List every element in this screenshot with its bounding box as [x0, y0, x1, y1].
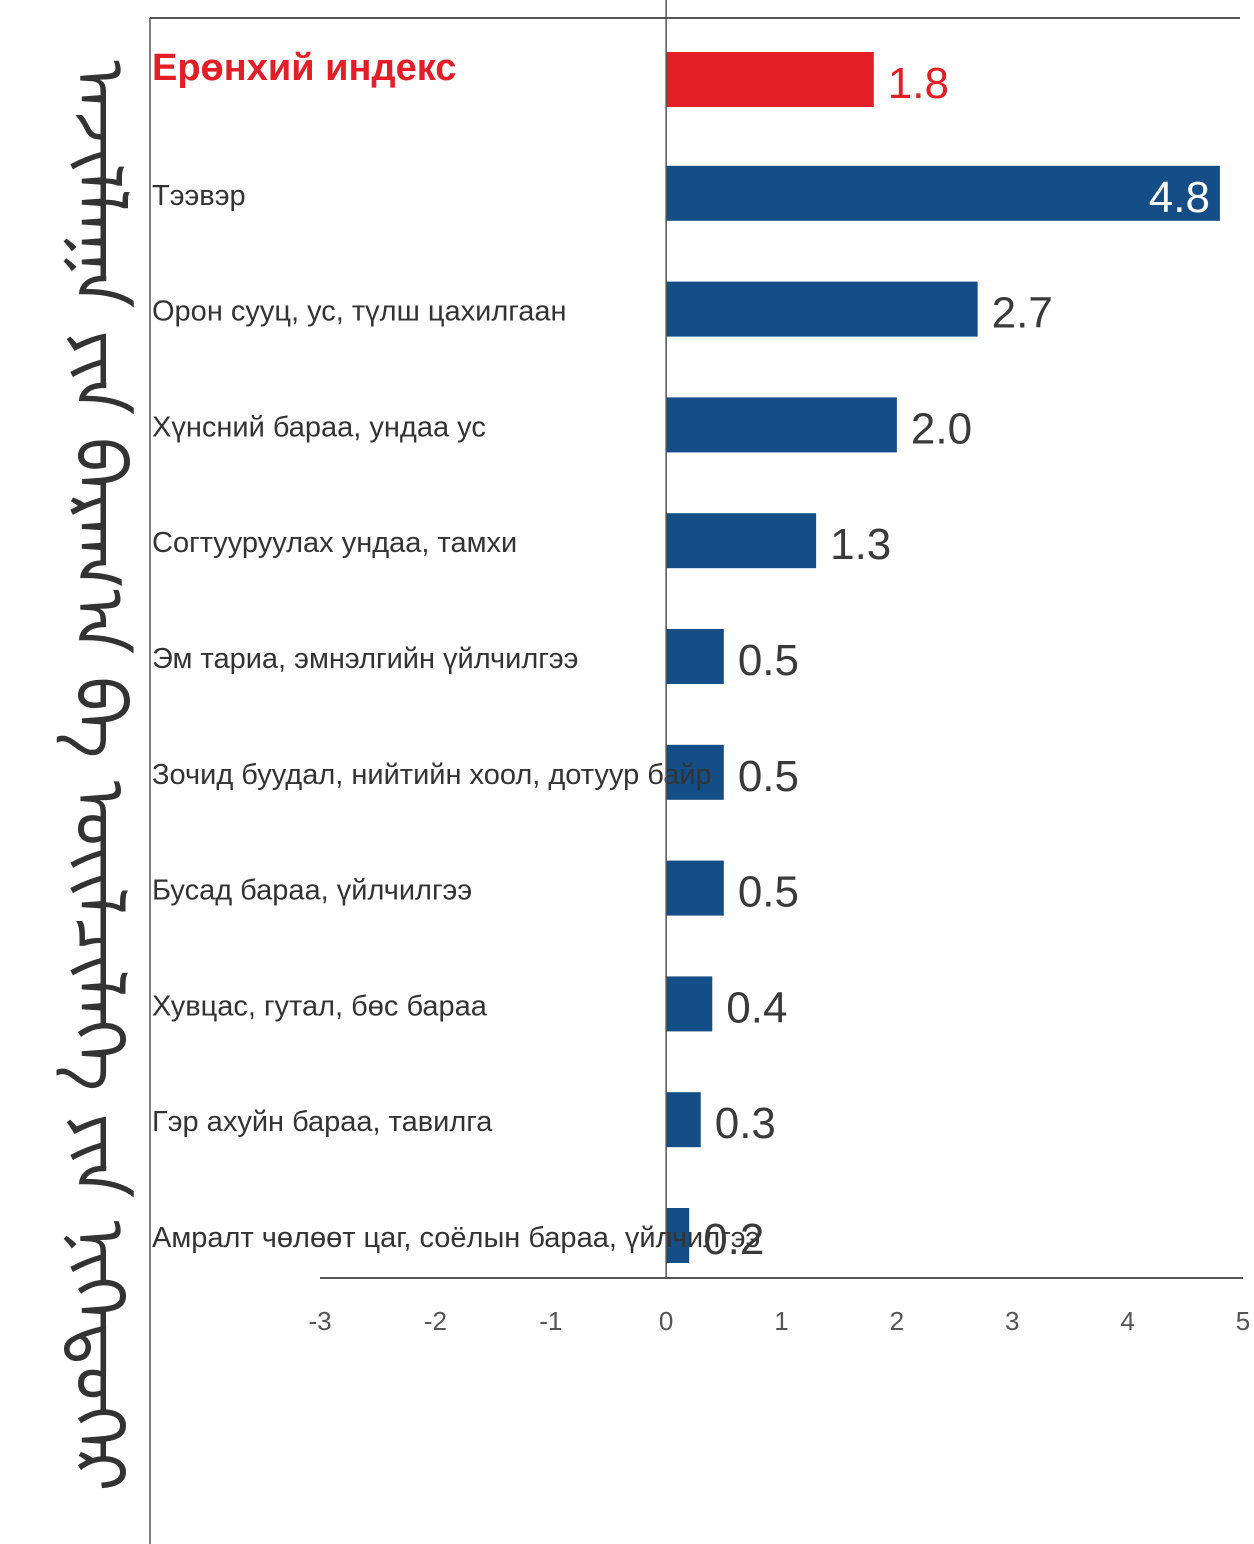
- value-label: 0.2: [703, 1215, 764, 1264]
- value-label: 0.5: [738, 868, 799, 917]
- x-tick-label: 1: [774, 1306, 788, 1336]
- bar-highlight: [666, 52, 874, 107]
- vertical-script-label: ᠠᠵᠢᠯᠯᠠᠭᠠ ᠶᠢᠨ ᠪᠠᠷᠠᠭ᠎ᠠ ᠪᠠ ᠦᠢᠯᠴᠢᠯᠡᠭᠡ ᠶᠢᠨ ᠨᠢ…: [56, 60, 140, 1491]
- value-label: 2.0: [911, 404, 972, 453]
- category-label: Орон сууц, ус, түлш цахилгаан: [152, 296, 567, 328]
- bar: [666, 165, 1220, 221]
- category-label: Ерөнхий индекс: [152, 47, 456, 89]
- value-label: 1.8: [888, 59, 949, 108]
- x-tick-label: -2: [424, 1306, 447, 1336]
- x-tick-label: 5: [1236, 1306, 1250, 1336]
- bar: [666, 860, 724, 916]
- category-label: Согтууруулах ундаа, тамхи: [152, 527, 517, 559]
- category-label: Амралт чөлөөт цаг, соёлын бараа, үйлчилг…: [152, 1222, 760, 1254]
- category-label: Бусад бараа, үйлчилгээ: [152, 875, 472, 907]
- x-tick-label: 0: [659, 1306, 673, 1336]
- category-label: Хувцас, гутал, бөс бараа: [152, 990, 488, 1022]
- chart-frame: [149, 17, 1240, 1544]
- value-label: 1.3: [830, 520, 891, 569]
- x-tick-label: -3: [308, 1306, 331, 1336]
- category-label: Гэр ахуйн бараа, тавилга: [152, 1106, 493, 1138]
- category-label: Эм тариа, эмнэлгийн үйлчилгээ: [152, 643, 578, 675]
- bar: [666, 281, 978, 337]
- bars-layer: [666, 52, 1220, 1263]
- value-label: 4.8: [1149, 173, 1210, 222]
- value-label: 0.4: [726, 983, 787, 1032]
- x-tick-label: -1: [539, 1306, 562, 1336]
- category-label: Хүнсний бараа, ундаа ус: [152, 411, 486, 443]
- bar: [666, 397, 897, 453]
- category-label: Зочид буудал, нийтийн хоол, дотуур байр: [152, 759, 712, 791]
- bar: [666, 1208, 690, 1263]
- value-label: 0.3: [715, 1099, 776, 1148]
- value-label: 0.5: [738, 752, 799, 801]
- side-label: ᠠᠵᠢᠯᠯᠠᠭᠠ ᠶᠢᠨ ᠪᠠᠷᠠᠭ᠎ᠠ ᠪᠠ ᠦᠢᠯᠴᠢᠯᠡᠭᠡ ᠶᠢᠨ ᠨᠢ…: [56, 60, 140, 1491]
- bar: [666, 976, 713, 1032]
- x-axis: -3 -2 -1 0 1 2 3 4 5: [308, 0, 1250, 1336]
- x-tick-label: 2: [890, 1306, 904, 1336]
- value-label: 0.5: [738, 636, 799, 685]
- category-label: Тээвэр: [152, 180, 246, 212]
- bar: [666, 744, 724, 800]
- x-tick-label: 3: [1005, 1306, 1019, 1336]
- bar: [666, 1092, 701, 1148]
- category-labels: Ерөнхий индекс Тээвэр Орон сууц, ус, түлш …: [152, 47, 760, 1254]
- value-labels: 1.8 4.8 2.7 2.0 1.3 0.5 0.5 0.5 0.4 0.3 0.2: [703, 59, 1210, 1264]
- bar: [666, 513, 817, 569]
- value-label: 2.7: [992, 289, 1053, 338]
- bar: [666, 629, 724, 684]
- x-tick-label: 4: [1120, 1306, 1134, 1336]
